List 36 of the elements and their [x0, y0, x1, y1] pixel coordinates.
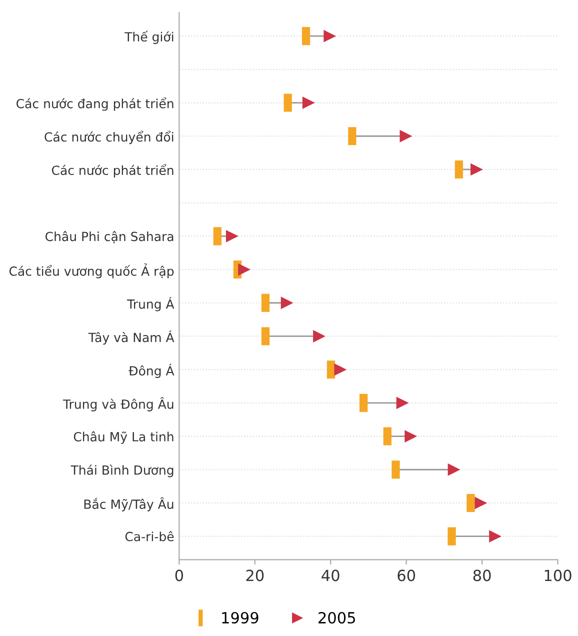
point [334, 363, 347, 376]
x-tick-label: 80 [473, 570, 491, 582]
point [400, 130, 412, 142]
point [302, 96, 315, 109]
point [404, 430, 418, 442]
y-tick-label: Đông Á [128, 364, 174, 378]
point [474, 496, 488, 510]
y-tick-label: Các nước chuyển đổi [44, 130, 174, 144]
point [280, 296, 294, 310]
y-tick-label: Trung và Đông Âu [62, 397, 174, 412]
y-tick-label: Bắc Mỹ/Tây Âu [84, 497, 174, 512]
point [448, 463, 460, 476]
y-tick-label: Châu Mỹ La tinh [74, 431, 174, 444]
point [489, 530, 502, 543]
x-tick-label: 100 [544, 570, 572, 582]
legend-label: 1999 [222, 612, 258, 624]
point [226, 230, 238, 242]
x-tick-label: 40 [322, 570, 340, 582]
point [470, 163, 483, 176]
y-tick-label: Châu Phi cận Sahara [46, 231, 174, 244]
y-tick-label: Các nước đang phát triển [16, 97, 174, 111]
legend-label: 2005 [318, 612, 355, 624]
x-tick-label: 0 [175, 570, 184, 582]
x-tick-label: 20 [246, 570, 264, 582]
point [324, 30, 336, 42]
y-tick-label: Thế giới [124, 30, 174, 44]
y-tick-label: Tây và Nam Á [88, 330, 174, 345]
x-tick-label: 60 [398, 570, 416, 582]
y-tick-label: Trung Á [127, 297, 174, 312]
point [238, 263, 251, 276]
point [396, 396, 409, 410]
point [313, 330, 326, 342]
y-tick-label: Các tiểu vương quốc Ả rập [9, 263, 174, 278]
y-tick-label: Ca-ri-bê [125, 531, 174, 542]
y-tick-label: Các nước phát triển [52, 164, 174, 178]
y-tick-label: Thái Bình Dương [70, 464, 174, 478]
